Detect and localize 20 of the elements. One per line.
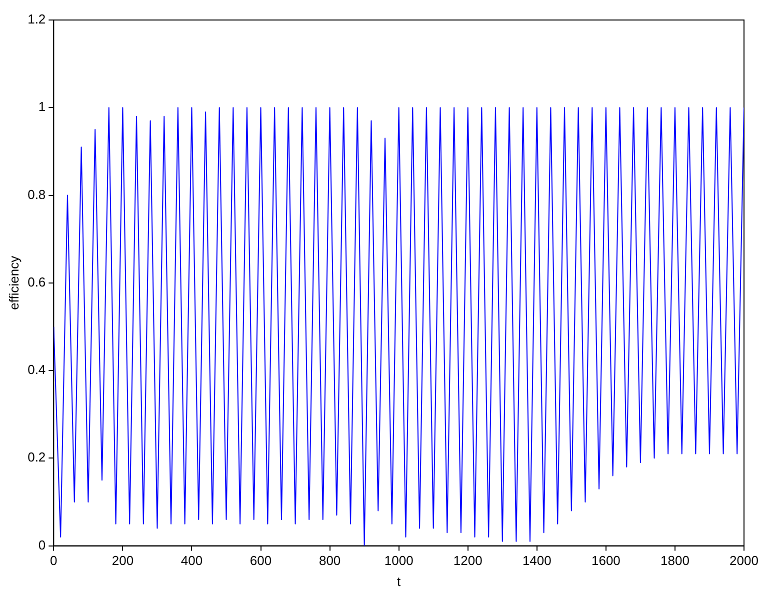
x-tick-label: 1800 bbox=[660, 553, 690, 568]
x-tick-label: 1400 bbox=[522, 553, 552, 568]
x-tick-label: 800 bbox=[318, 553, 341, 568]
x-tick-label: 1600 bbox=[591, 553, 620, 568]
x-tick-label: 2000 bbox=[730, 553, 758, 568]
y-tick-label: 0.6 bbox=[28, 274, 46, 290]
y-tick-label: 0.4 bbox=[28, 362, 46, 378]
x-tick-label: 400 bbox=[180, 553, 203, 568]
y-tick-label: 0.8 bbox=[28, 186, 46, 202]
y-tick-label: 1.2 bbox=[28, 12, 46, 27]
x-axis-title: t bbox=[397, 574, 402, 589]
x-tick-label: 0 bbox=[50, 553, 58, 568]
y-tick-label: 0 bbox=[38, 537, 46, 552]
y-axis-title: efficiency bbox=[6, 255, 22, 310]
x-tick-label: 600 bbox=[250, 553, 272, 568]
x-tick-label: 1000 bbox=[384, 553, 414, 568]
x-tick-label: 200 bbox=[112, 553, 134, 568]
y-tick-label: 0.2 bbox=[28, 450, 46, 465]
y-tick-label: 1 bbox=[38, 99, 46, 114]
x-tick-label: 1200 bbox=[453, 553, 482, 568]
